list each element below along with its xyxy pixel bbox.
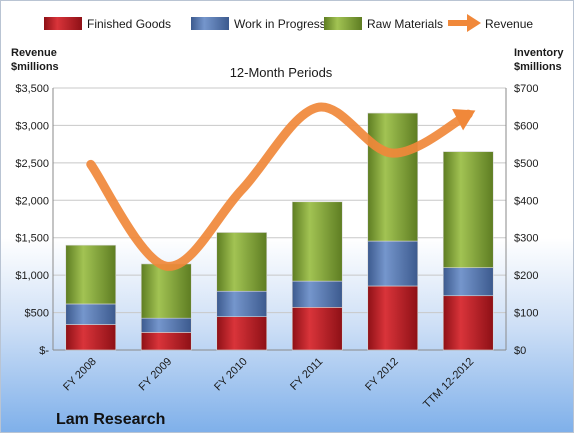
left-tick-label: $500 (25, 308, 49, 320)
right-axis: $0 $100 $200 $300 $400 $500 $600 $700 (514, 83, 538, 357)
legend-label-finished-goods: Finished Goods (87, 17, 171, 31)
bar-raw-materials[interactable] (65, 244, 117, 305)
x-tick-label: TTM 12-2012 (421, 356, 476, 411)
bar-work-in-progress[interactable] (140, 317, 192, 333)
right-tick-label: $400 (514, 195, 538, 207)
legend-item-revenue[interactable]: Revenue (448, 14, 533, 32)
bar-finished-goods[interactable] (442, 295, 494, 351)
bar-finished-goods[interactable] (65, 324, 117, 351)
legend-swatch-work-in-progress (191, 17, 229, 30)
left-tick-label: $1,000 (15, 270, 49, 282)
left-axis-title-line2: $millions (11, 61, 59, 73)
bar-finished-goods[interactable] (140, 332, 192, 351)
bar-raw-materials[interactable] (140, 263, 192, 319)
legend-label-revenue: Revenue (485, 17, 533, 31)
x-axis: FY 2008 FY 2009 FY 2010 FY 2011 FY 2012 TTM 1… (61, 356, 476, 411)
bar-raw-materials[interactable] (291, 201, 343, 282)
bar-work-in-progress[interactable] (216, 290, 268, 317)
chart-subtitle: 12-Month Periods (230, 65, 333, 80)
bar-work-in-progress[interactable] (65, 303, 117, 325)
left-tick-label: $3,500 (15, 83, 49, 95)
bar-work-in-progress[interactable] (291, 280, 343, 308)
bar-raw-materials[interactable] (442, 151, 494, 268)
right-tick-label: $600 (514, 120, 538, 132)
left-axis-title-line1: Revenue (11, 47, 57, 59)
x-tick-label: FY 2009 (137, 356, 175, 394)
left-tick-label: $2,000 (15, 195, 49, 207)
right-axis-title-line1: Inventory (514, 47, 564, 59)
gridlines (52, 87, 507, 351)
bar-raw-materials[interactable] (367, 112, 419, 242)
legend-item-work-in-progress[interactable]: Work in Progress (191, 17, 326, 31)
x-tick-label: FY 2011 (288, 356, 325, 393)
legend-swatch-raw-materials (324, 17, 362, 30)
bars (65, 112, 494, 351)
left-tick-label: $3,000 (15, 120, 49, 132)
right-tick-label: $700 (514, 83, 538, 95)
left-tick-label: $- (39, 345, 49, 357)
bar-raw-materials[interactable] (216, 232, 268, 292)
left-tick-label: $2,500 (15, 158, 49, 170)
x-tick-label: FY 2010 (212, 356, 250, 394)
bar-finished-goods[interactable] (367, 285, 419, 351)
legend-item-finished-goods[interactable]: Finished Goods (44, 17, 171, 31)
right-axis-title-line2: $millions (514, 61, 562, 73)
legend-arrow-revenue (467, 14, 481, 32)
right-tick-label: $100 (514, 308, 538, 320)
bar-work-in-progress[interactable] (442, 267, 494, 297)
right-tick-label: $200 (514, 270, 538, 282)
bar-finished-goods[interactable] (216, 316, 268, 351)
left-axis: $- $500 $1,000 $1,500 $2,000 $2,500 $3,000 $3,5… (15, 83, 49, 357)
revenue-line[interactable] (86, 102, 473, 271)
right-tick-label: $500 (514, 158, 538, 170)
legend-swatch-finished-goods (44, 17, 82, 30)
legend-label-work-in-progress: Work in Progress (234, 17, 326, 31)
company-name: Lam Research (56, 411, 165, 428)
bar-finished-goods[interactable] (291, 307, 343, 351)
left-tick-label: $1,500 (15, 233, 49, 245)
legend-item-raw-materials[interactable]: Raw Materials (324, 17, 443, 31)
x-tick-label: FY 2008 (61, 356, 99, 394)
revenue-arrowhead (452, 109, 476, 131)
right-tick-label: $300 (514, 233, 538, 245)
legend: Finished Goods Work in Progress Raw Mate… (44, 14, 533, 32)
revenue-line-group (86, 102, 476, 271)
legend-label-raw-materials: Raw Materials (367, 17, 443, 31)
x-tick-label: FY 2012 (363, 356, 401, 394)
right-tick-label: $0 (514, 345, 526, 357)
bar-work-in-progress[interactable] (367, 240, 419, 287)
